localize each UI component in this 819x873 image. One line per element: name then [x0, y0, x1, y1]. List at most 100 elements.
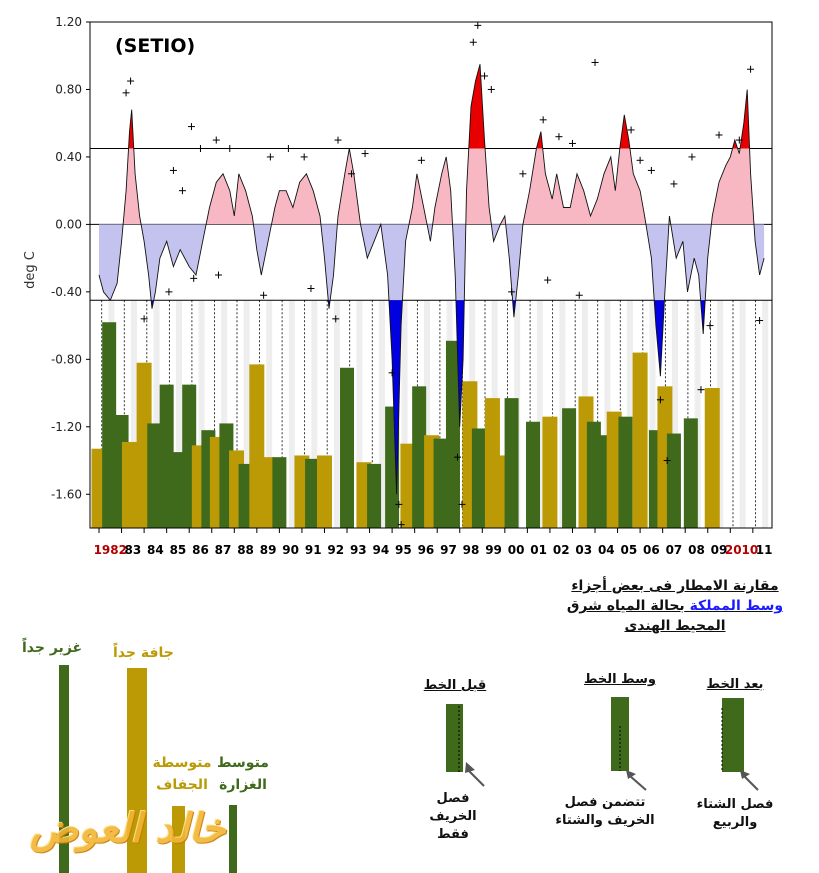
plot-frame: [89, 21, 773, 529]
x-tick-label: 95: [395, 543, 412, 557]
guide-stripe: [649, 300, 656, 528]
rain-bar: [121, 441, 137, 528]
plus-marker: [196, 145, 204, 152]
plus-marker: [284, 145, 292, 152]
y-tick-label: -0.80: [51, 352, 82, 366]
rain-bar: [159, 384, 174, 528]
rain-bar: [683, 418, 698, 528]
plus-marker: [190, 274, 198, 282]
plus-marker: [458, 500, 466, 508]
rain-bar: [367, 463, 382, 528]
x-tick-label: 2010: [725, 543, 758, 557]
sst-line: [98, 64, 765, 495]
x-tick-label: 84: [147, 543, 164, 557]
guide-stripe: [288, 300, 295, 528]
plus-marker: [453, 453, 461, 461]
chart-title: (SETIO): [115, 35, 195, 57]
caption-line-2: وسط المملكة بحالة المياه شرق: [540, 596, 810, 616]
rain-bar: [704, 388, 720, 528]
figure-caption: مقارنة الامطار فى بعض أجزاء وسط المملكة …: [540, 576, 810, 636]
label-medium-wet: متوسط الغزارة: [217, 755, 269, 793]
guide-stripe: [424, 300, 431, 528]
guide-stripe: [401, 300, 408, 528]
rain-bars: [91, 322, 720, 528]
x-tick-label: 91: [305, 543, 322, 557]
plus-marker: [591, 58, 599, 66]
plus-marker: [140, 315, 148, 323]
rain-bar: [305, 458, 320, 528]
plus-marker: [388, 369, 396, 377]
plus-marker: [568, 139, 576, 147]
plus-marker: [627, 126, 635, 134]
y-tick-label: -1.20: [51, 420, 82, 434]
plus-marker: [487, 85, 495, 93]
x-tick-label: 07: [666, 543, 683, 557]
guide-stripe: [130, 300, 137, 528]
plus-marker: [361, 150, 369, 158]
plus-marker: [169, 166, 177, 174]
label-medium-dry: متوسطة الجفاف: [152, 755, 212, 793]
plus-marker: [397, 521, 405, 529]
x-tick-label: 89: [260, 543, 277, 557]
rain-bar: [433, 438, 448, 528]
axes: 1.20 0.80 0.40 0.00 -0.40 -0.80 -1.20 -1.60 1982…: [51, 15, 773, 557]
plus-marker: [215, 271, 223, 279]
x-tick-label: 11: [756, 543, 773, 557]
rain-bar: [618, 416, 633, 528]
guide-stripe: [311, 300, 318, 528]
plus-marker: [395, 500, 403, 508]
guide-stripe: [762, 300, 769, 528]
plus-marker: [747, 65, 755, 73]
caption-line-1: مقارنة الامطار فى بعض أجزاء: [571, 578, 779, 594]
x-tick-label: 08: [688, 543, 705, 557]
rain-bar: [400, 443, 416, 528]
rain-bar: [316, 455, 332, 528]
x-tick-label: 83: [124, 543, 141, 557]
y-tick-label: 0.40: [55, 150, 82, 164]
x-tick-label: 03: [575, 543, 592, 557]
arrow-after: [740, 770, 759, 791]
rain-bar: [102, 322, 117, 528]
watermark-logo: خالد العوض: [30, 805, 226, 852]
guide-stripe: [672, 300, 679, 528]
y-tick-label: 0.00: [55, 217, 82, 231]
sst-markers: [122, 21, 764, 529]
y-tick-label: 1.20: [55, 15, 82, 29]
plus-marker: [417, 156, 425, 164]
x-tick-label: 01: [530, 543, 547, 557]
guide-stripe: [378, 300, 385, 528]
x-tick-label: 00: [508, 543, 525, 557]
guide-stripe: [739, 300, 746, 528]
plus-marker: [555, 133, 563, 141]
plus-marker: [127, 77, 135, 85]
timing-bar-after: [722, 698, 744, 772]
guide-stripe: [717, 300, 724, 528]
rain-bar: [504, 398, 519, 528]
x-tick-label: 93: [350, 543, 367, 557]
x-tick-label: 96: [418, 543, 435, 557]
x-tick-label: 1982: [94, 543, 127, 557]
guide-stripe: [266, 300, 273, 528]
plus-marker: [474, 21, 482, 29]
plus-marker: [481, 72, 489, 80]
rain-bar: [259, 457, 275, 528]
y-tick-label: 0.80: [55, 82, 82, 96]
timing-middle-desc: تتضمن فصل الخريف والشتاء: [555, 795, 655, 828]
x-tick-label: 87: [215, 543, 232, 557]
plus-marker: [178, 187, 186, 195]
x-tick-label: 99: [485, 543, 502, 557]
sst-area: [98, 64, 765, 495]
guide-stripe: [243, 300, 250, 528]
rain-bar: [586, 421, 601, 528]
guide-stripe: [221, 300, 228, 528]
rain-bar: [606, 411, 622, 528]
rain-bar: [632, 352, 648, 528]
y-axis-label: deg C: [23, 251, 38, 289]
area-warm: [99, 148, 765, 225]
plus-marker: [539, 116, 547, 124]
x-tick-label: 90: [282, 543, 299, 557]
plus-marker: [348, 170, 356, 178]
plus-marker: [226, 145, 234, 152]
caption-link[interactable]: وسط المملكة: [689, 598, 784, 614]
guide-stripe: [356, 300, 363, 528]
